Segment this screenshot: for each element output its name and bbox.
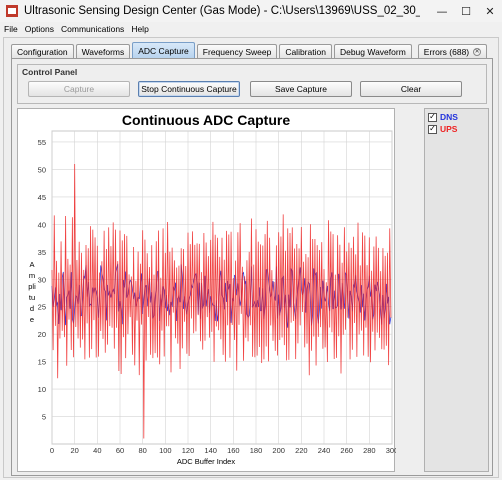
control-panel-title: Control Panel — [22, 67, 78, 77]
x-tick-label: 140 — [204, 446, 217, 455]
adc-capture-panel: Control Panel Capture Stop Continuous Ca… — [11, 58, 493, 476]
tab-label: Debug Waveform — [339, 46, 406, 57]
menu-file[interactable]: File — [4, 24, 18, 34]
y-tick-label: 35 — [38, 248, 46, 257]
menu-options[interactable]: Options — [24, 24, 54, 34]
y-tick-label: 25 — [38, 303, 46, 312]
tab-frequency-sweep[interactable]: Frequency Sweep — [196, 44, 278, 58]
x-axis-label: ADC Buffer Index — [176, 457, 236, 466]
capture-button[interactable]: Capture — [28, 81, 130, 97]
tab-label: Errors (688) — [423, 46, 470, 57]
menu-bar: File Options Communications Help — [0, 22, 502, 36]
tab-debug-waveform[interactable]: Debug Waveform — [333, 44, 412, 58]
legend-panel: ✓ DNS ✓ UPS — [424, 108, 489, 472]
legend-ups[interactable]: ✓ UPS — [428, 124, 457, 134]
y-tick-label: 10 — [38, 385, 46, 394]
y-axis-label: Amplitude — [28, 260, 36, 324]
x-tick-label: 220 — [295, 446, 308, 455]
tab-adc-capture[interactable]: ADC Capture — [132, 42, 195, 58]
x-tick-label: 120 — [182, 446, 195, 455]
tab-configuration[interactable]: Configuration — [11, 44, 74, 58]
tab-strip: Configuration Waveforms ADC Capture Freq… — [11, 42, 489, 58]
window-controls: — ☐ ✕ — [430, 0, 502, 22]
x-tick-label: 260 — [340, 446, 353, 455]
ups-checkbox[interactable]: ✓ — [428, 124, 437, 134]
menu-communications[interactable]: Communications — [61, 24, 125, 34]
x-tick-label: 0 — [50, 446, 54, 455]
y-tick-label: 45 — [38, 193, 46, 202]
series-line-ups — [51, 163, 392, 439]
y-tick-label: 55 — [38, 138, 46, 147]
tab-label: Frequency Sweep — [202, 46, 272, 57]
dns-label: DNS — [440, 112, 458, 122]
tab-errors[interactable]: Errors (688) ✕ — [417, 44, 488, 58]
window-title: Ultrasonic Sensing Design Center (Gas Mo… — [24, 5, 420, 17]
y-tick-label: 5 — [42, 413, 46, 422]
x-tick-label: 80 — [138, 446, 146, 455]
tab-label: Configuration — [17, 46, 68, 57]
tab-label: Waveforms — [81, 46, 125, 57]
x-tick-label: 300 — [386, 446, 396, 455]
legend-dns[interactable]: ✓ DNS — [428, 112, 458, 122]
chart-plot[interactable]: 0 20 40 60 80 100 120 140 160 180 200 220 240 260 280 3… — [18, 109, 396, 473]
main-content: Configuration Waveforms ADC Capture Freq… — [3, 37, 499, 478]
menu-help[interactable]: Help — [131, 24, 149, 34]
save-capture-button[interactable]: Save Capture — [250, 81, 352, 97]
tab-label: ADC Capture — [138, 45, 189, 56]
maximize-button[interactable]: ☐ — [461, 4, 471, 18]
x-tick-label: 60 — [116, 446, 124, 455]
y-tick-label: 30 — [38, 275, 46, 284]
x-tick-label: 100 — [159, 446, 172, 455]
close-button[interactable]: ✕ — [485, 4, 495, 18]
x-tick-label: 40 — [93, 446, 101, 455]
control-panel: Control Panel Capture Stop Continuous Ca… — [17, 64, 487, 104]
tab-label: Calibration — [285, 46, 326, 57]
y-tick-label: 20 — [38, 330, 46, 339]
y-tick-label: 40 — [38, 220, 46, 229]
app-icon — [6, 5, 18, 17]
y-tick-label: 50 — [38, 165, 46, 174]
stop-continuous-capture-button[interactable]: Stop Continuous Capture — [138, 81, 240, 97]
y-tick-label: 15 — [38, 358, 46, 367]
tab-waveforms[interactable]: Waveforms — [75, 44, 131, 58]
chart-title: Continuous ADC Capture — [121, 112, 291, 128]
close-icon[interactable]: ✕ — [473, 47, 482, 56]
title-bar: Ultrasonic Sensing Design Center (Gas Mo… — [0, 0, 502, 22]
x-tick-label: 200 — [272, 446, 285, 455]
x-tick-label: 280 — [363, 446, 376, 455]
x-tick-label: 240 — [318, 446, 331, 455]
dns-checkbox[interactable]: ✓ — [428, 112, 437, 122]
x-tick-label: 180 — [250, 446, 263, 455]
minimize-button[interactable]: — — [436, 4, 448, 18]
x-tick-label: 160 — [227, 446, 240, 455]
tab-calibration[interactable]: Calibration — [279, 44, 332, 58]
x-tick-label: 20 — [70, 446, 78, 455]
adc-chart[interactable]: Continuous ADC Capture Amplitude ADC Buf… — [17, 108, 396, 473]
ups-label: UPS — [440, 124, 458, 134]
clear-button[interactable]: Clear — [360, 81, 462, 97]
